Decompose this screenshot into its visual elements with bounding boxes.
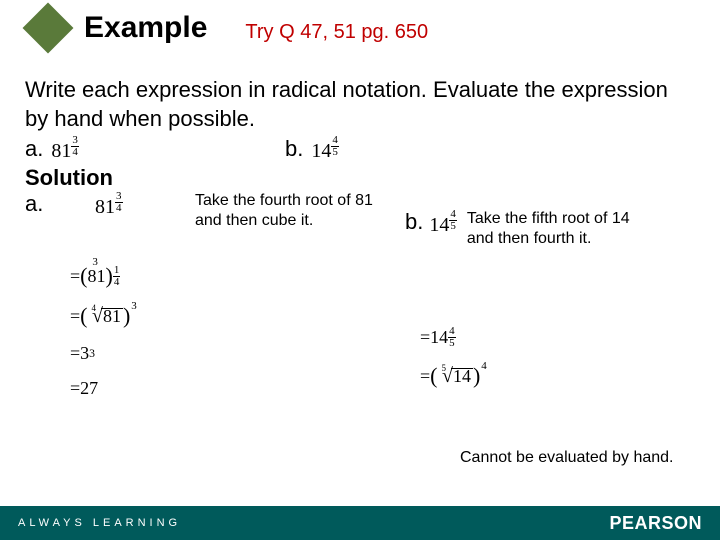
try-reference: Try Q 47, 51 pg. 650 xyxy=(245,21,428,44)
solution-a-explain: Take the fourth root of 81 and then cube… xyxy=(195,191,385,231)
step-a-2: = (81)143 xyxy=(70,263,695,289)
part-a-label: a. xyxy=(25,136,43,162)
part-b-expression: 1445 xyxy=(311,135,339,163)
part-b: b. 1445 xyxy=(285,135,339,163)
steps-b: = 1445 = (5√14)4 xyxy=(420,312,486,403)
solution-b-first-expr: 1445 xyxy=(429,209,457,237)
solution-b-explain: Take the fifth root of 14 and then fourt… xyxy=(467,209,647,249)
steps-a: = (81)143 = (4√81)3 = 33 = 27 xyxy=(25,263,695,399)
solution-a-label: a. xyxy=(25,191,75,217)
solution-a-first-expr: 8134 xyxy=(75,191,195,219)
content-area: Write each expression in radical notatio… xyxy=(0,46,720,399)
step-a-5: = 27 xyxy=(70,378,695,399)
instruction-text: Write each expression in radical notatio… xyxy=(25,76,695,133)
slide-header: Example Try Q 47, 51 pg. 650 xyxy=(0,0,720,46)
part-a: a. 8134 xyxy=(25,135,285,163)
step-a-3: = (4√81)3 xyxy=(70,303,695,329)
step-b-1: = 1445 xyxy=(420,326,486,349)
footer-bar: ALWAYS LEARNING PEARSON xyxy=(0,506,720,540)
parts-row: a. 8134 b. 1445 xyxy=(25,135,695,163)
cannot-evaluate-text: Cannot be evaluated by hand. xyxy=(460,448,674,468)
example-title: Example xyxy=(84,11,207,45)
step-b-2: = (5√14)4 xyxy=(420,363,486,389)
solution-b: b. 1445 Take the fifth root of 14 and th… xyxy=(405,209,647,249)
pearson-logo: PEARSON xyxy=(609,513,702,534)
solution-label: Solution xyxy=(25,165,695,191)
part-a-expression: 8134 xyxy=(51,135,79,163)
part-b-label: b. xyxy=(285,136,303,162)
always-learning-text: ALWAYS LEARNING xyxy=(18,517,181,529)
solution-b-label: b. xyxy=(405,209,423,235)
solution-row: a. 8134 Take the fourth root of 81 and t… xyxy=(25,191,695,249)
step-a-4: = 33 xyxy=(70,343,695,364)
